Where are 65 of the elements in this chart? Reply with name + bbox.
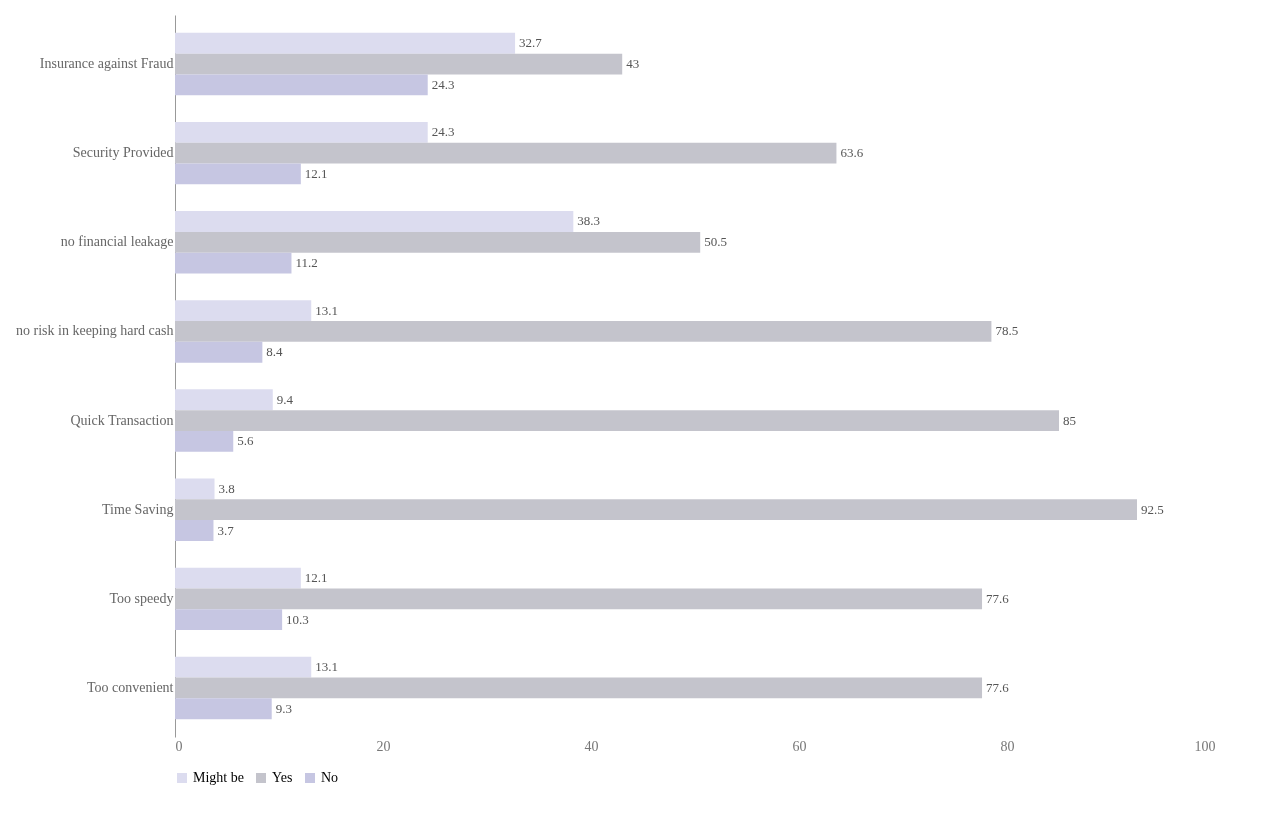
bar (175, 677, 983, 699)
data-label: 12.1 (304, 165, 328, 181)
bar (175, 142, 837, 164)
bar (175, 300, 312, 322)
bar (175, 252, 292, 274)
bar (175, 609, 283, 631)
data-label: 92.5 (1141, 501, 1164, 517)
y-tick-label: Quick Transaction (70, 412, 174, 428)
data-label: 5.6 (237, 433, 254, 449)
bar (175, 389, 273, 411)
data-label: 13.1 (315, 659, 338, 675)
data-label: 78.5 (995, 323, 1019, 339)
x-tick-label: 20 (376, 738, 391, 754)
data-label: 43 (626, 56, 640, 72)
data-label: 32.7 (519, 35, 543, 51)
data-label: 77.6 (986, 590, 1010, 606)
bar (175, 520, 214, 541)
x-tick-label: 100 (1194, 738, 1216, 754)
bar (175, 163, 301, 185)
bar (175, 321, 992, 342)
y-tick-label: Insurance against Fraud (39, 56, 174, 72)
bar (175, 698, 272, 720)
bar (175, 121, 428, 143)
bar (175, 567, 301, 589)
x-tick-label: 60 (792, 738, 807, 754)
bar (175, 53, 623, 75)
bar (175, 430, 234, 452)
bar (175, 211, 574, 232)
y-tick-label: Too convenient (87, 679, 174, 695)
bar (175, 341, 263, 363)
data-label: 50.5 (704, 234, 727, 250)
legend-label: No (321, 770, 339, 785)
data-label: 3.8 (218, 480, 235, 496)
bar (175, 231, 701, 253)
bar (175, 499, 1137, 521)
data-label: 38.3 (577, 213, 601, 229)
bar (175, 478, 215, 500)
bar (175, 410, 1059, 431)
x-tick-label: 80 (1000, 738, 1015, 754)
data-label: 63.6 (840, 145, 864, 161)
bar (175, 32, 516, 54)
data-label: 12.1 (304, 570, 328, 586)
y-tick-label: no financial leakage (60, 234, 174, 250)
data-label: 3.7 (217, 522, 235, 538)
data-label: 9.3 (275, 700, 292, 716)
legend-label: Yes (272, 770, 293, 785)
y-tick-label: no risk in keeping hard cash (16, 323, 174, 339)
data-label: 77.6 (986, 679, 1010, 695)
data-label: 9.4 (276, 391, 294, 407)
data-label: 10.3 (286, 611, 309, 627)
data-label: 85 (1063, 412, 1076, 428)
data-label: 24.3 (431, 76, 455, 92)
legend-label: Might be (193, 770, 244, 785)
data-label: 24.3 (431, 124, 455, 140)
x-tick-label: 40 (584, 738, 599, 754)
y-tick-label: Security Provided (72, 145, 174, 161)
y-tick-label: Time Saving (102, 501, 174, 517)
bar (175, 74, 428, 96)
y-tick-label: Too speedy (109, 590, 174, 606)
bar (175, 588, 983, 610)
x-tick-label: 0 (175, 738, 183, 754)
data-label: 13.1 (315, 302, 338, 318)
data-label: 11.2 (295, 255, 318, 271)
bar (175, 656, 312, 678)
data-label: 8.4 (266, 344, 284, 360)
